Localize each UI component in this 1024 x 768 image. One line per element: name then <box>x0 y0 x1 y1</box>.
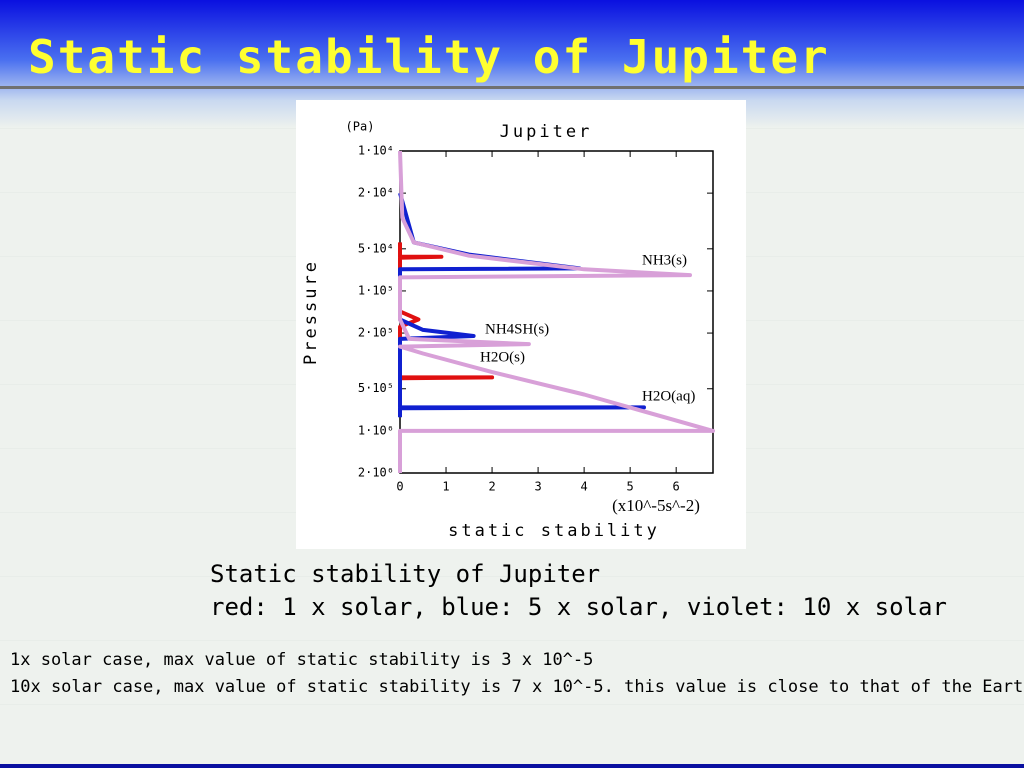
y-tick-label: 1·10⁴ <box>358 144 394 158</box>
caption: Static stability of Jupiter <box>210 560 601 588</box>
x-tick-label: 5 <box>627 480 634 494</box>
note: 10x solar case, max value of static stab… <box>10 677 1024 697</box>
footer-rule <box>0 764 1024 768</box>
x-tick-label: 3 <box>534 480 541 494</box>
y-axis-label: Pressure <box>301 259 321 365</box>
y-unit: (Pa) <box>346 120 375 134</box>
x-tick-label: 2 <box>488 480 495 494</box>
plot-frame <box>399 150 714 474</box>
x-tick-label: 6 <box>673 480 680 494</box>
profile-line <box>398 192 646 418</box>
y-tick-label: 1·10⁵ <box>358 283 394 297</box>
note: 1x solar case, max value of static stabi… <box>10 650 594 670</box>
profile-line <box>398 150 715 473</box>
annotation: H2O(aq) <box>642 388 695 404</box>
y-tick-label: 5·10⁴ <box>358 241 394 255</box>
x-tick-label: 1 <box>442 480 449 494</box>
header-rule <box>0 86 1024 89</box>
x-unit: (x10^-5s^-2) <box>612 496 700 515</box>
y-tick-label: 2·10⁵ <box>358 326 394 340</box>
x-axis-label: static stability <box>448 521 660 541</box>
slide-title: Static stability of Jupiter <box>28 30 830 84</box>
caption: red: 1 x solar, blue: 5 x solar, violet:… <box>210 593 947 621</box>
annotation: H2O(s) <box>480 349 525 365</box>
chart: Jupiter (Pa) Pressure (x10^-5s^-2) stati… <box>296 100 746 549</box>
x-tick-label: 4 <box>581 480 588 494</box>
annotation: NH3(s) <box>642 252 687 268</box>
chart-title: Jupiter <box>500 122 593 142</box>
y-tick-label: 2·10⁴ <box>358 186 394 200</box>
y-tick-label: 1·10⁶ <box>358 423 394 437</box>
y-tick-label: 2·10⁶ <box>358 466 394 480</box>
y-tick-label: 5·10⁵ <box>358 381 394 395</box>
annotation: NH4SH(s) <box>485 321 549 337</box>
x-tick-label: 0 <box>396 480 403 494</box>
